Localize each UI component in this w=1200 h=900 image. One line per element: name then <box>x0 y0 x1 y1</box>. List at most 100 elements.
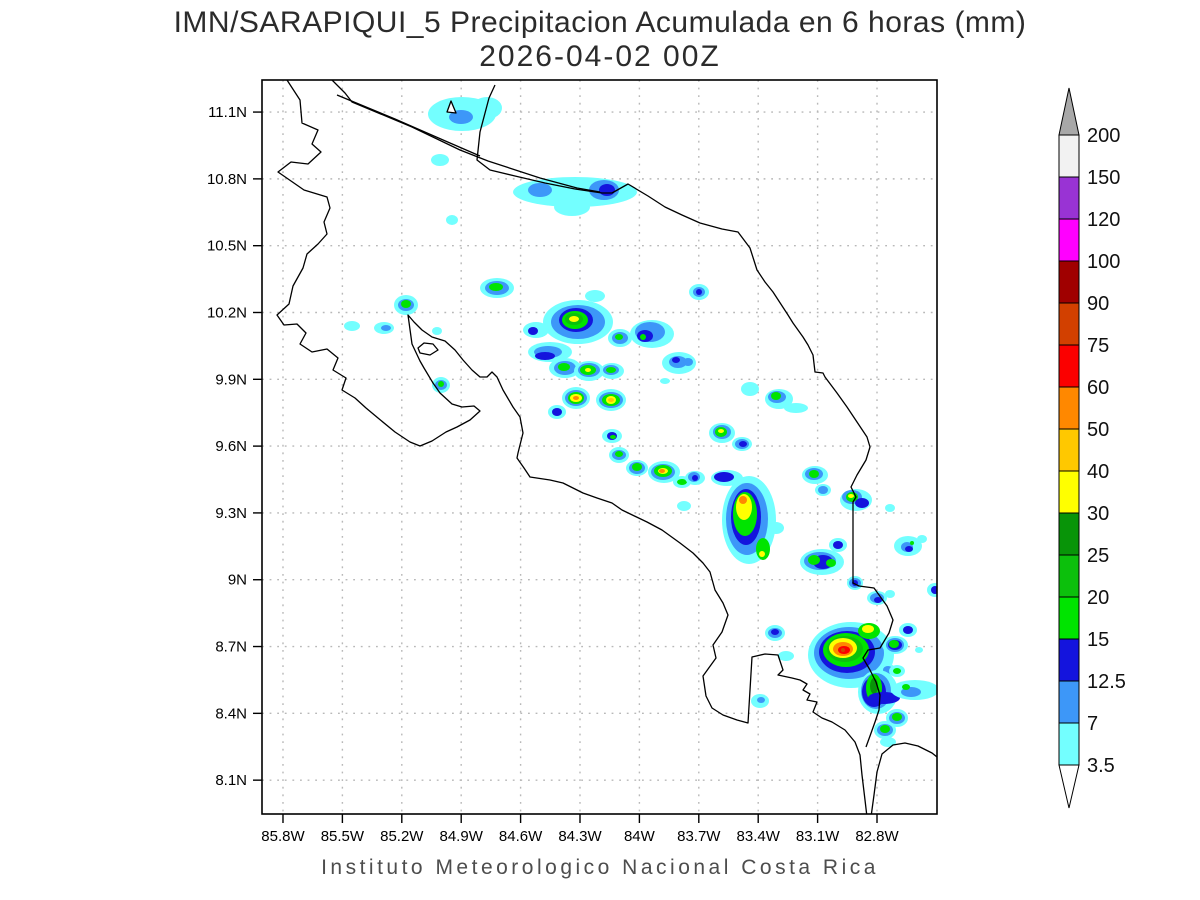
precip-contour-level-12.5 <box>855 498 869 508</box>
precip-contour-level-30 <box>585 368 591 372</box>
precip-contour-level-3.5 <box>431 154 449 166</box>
y-tick-label: 8.1N <box>215 772 247 789</box>
axes-labels: 85.8W 85.5W 85.2W 84.9W 84.6W 84.3W 84W 83.7W 83… <box>207 104 900 845</box>
precip-cell <box>685 471 705 485</box>
precip-contour-level-15 <box>826 559 836 567</box>
precip-cell <box>711 470 743 486</box>
precip-contour-level-15 <box>809 470 819 478</box>
precip-contour-level-3.5 <box>585 290 605 302</box>
precip-contour-level-15 <box>677 479 687 485</box>
precip-cell <box>899 623 917 637</box>
precip-contour-level-30 <box>848 494 854 498</box>
precip-cell <box>891 680 937 700</box>
colorbar-segment <box>1058 554 1080 598</box>
precip-contour-level-40 <box>608 398 614 402</box>
colorbar-level-label: 150 <box>1087 167 1120 189</box>
colorbar-segment <box>1058 386 1080 430</box>
precip-contour-level-12.5 <box>528 327 538 335</box>
precip-contour-level-12.5 <box>874 597 882 603</box>
precip-contour-level-3.5 <box>432 327 442 335</box>
y-tick-label: 10.8N <box>207 171 247 188</box>
precip-cell <box>709 423 735 443</box>
x-tick-label: 83.7W <box>677 828 721 845</box>
colorbar-segment <box>1058 344 1080 388</box>
precip-cell <box>585 290 605 302</box>
precip-cell <box>765 625 785 641</box>
precip-cell <box>840 489 872 511</box>
precip-contour-level-15 <box>640 334 646 340</box>
colorbar-segment <box>1058 512 1080 556</box>
footer-attribution: Instituto Meteorologico Nacional Costa R… <box>321 856 879 879</box>
precip-cell <box>660 378 670 384</box>
precip-contour-level-15 <box>893 668 901 674</box>
precip-cell <box>889 665 905 677</box>
precip-cell <box>778 651 794 661</box>
precip-cell <box>344 321 360 331</box>
precip-contour-level-15 <box>610 435 616 439</box>
precip-cell <box>765 389 808 413</box>
precip-contour-level-3.5 <box>446 215 458 225</box>
precip-cell <box>886 709 908 727</box>
colorbar-level-label: 12.5 <box>1087 671 1126 693</box>
precip-contour-level-3.5 <box>554 198 590 216</box>
precip-cell <box>894 536 922 556</box>
colorbar-segment <box>1058 722 1080 766</box>
precip-cell <box>662 352 696 374</box>
colorbar-level-label: 3.5 <box>1087 755 1115 777</box>
precip-contour-level-12.5 <box>903 626 913 634</box>
precip-contour-level-3.5 <box>741 382 759 396</box>
precip-cell <box>802 466 828 484</box>
precip-contour-level-3.5 <box>915 647 923 653</box>
precip-cell <box>885 590 895 598</box>
precip-contour-level-15 <box>910 541 914 545</box>
axes-ticks <box>253 111 878 823</box>
precip-cell <box>722 476 784 564</box>
colorbar-segment <box>1058 470 1080 514</box>
precip-contour-level-7 <box>683 358 693 366</box>
coastline-path <box>336 94 481 157</box>
y-tick-label: 9.9N <box>215 371 247 388</box>
colorbar-level-label: 7 <box>1087 713 1098 735</box>
precip-cell <box>874 721 896 739</box>
precip-contour-level-12.5 <box>931 586 937 594</box>
x-tick-label: 84.6W <box>499 828 543 845</box>
precip-contour-level-50 <box>659 469 665 473</box>
x-tick-label: 85.5W <box>321 828 365 845</box>
precip-cell <box>885 504 895 512</box>
y-tick-label: 8.4N <box>215 705 247 722</box>
coastline-path <box>331 80 601 193</box>
colorbar-level-label: 15 <box>1087 629 1109 651</box>
precip-contour-level-30 <box>759 551 765 557</box>
precip-contour-level-12.5 <box>714 472 734 482</box>
x-tick-label: 84.3W <box>558 828 602 845</box>
precip-contour-level-12.5 <box>905 546 913 552</box>
precip-contour-level-7 <box>381 325 391 331</box>
precip-cell <box>815 484 831 496</box>
colorbar-level-label: 120 <box>1087 209 1120 231</box>
y-tick-label: 9.3N <box>215 505 247 522</box>
colorbar-segment <box>1058 176 1080 220</box>
graticule-grid <box>262 80 937 814</box>
precip-cell <box>608 329 632 347</box>
precip-contour-level-7 <box>757 697 765 703</box>
precip-cell <box>689 284 709 300</box>
precip-cell <box>867 591 887 605</box>
precip-cell <box>548 405 566 419</box>
colorbar-segment <box>1058 260 1080 304</box>
colorbar-level-label: 90 <box>1087 293 1109 315</box>
precip-cell <box>528 342 572 362</box>
precip-cell <box>917 535 927 543</box>
chart-title: IMN/SARAPIQUI_5 Precipitacion Acumulada … <box>173 6 1027 39</box>
precip-contour-level-12.5 <box>535 352 555 360</box>
precip-cell <box>549 358 581 378</box>
precip-contour-level-15 <box>892 713 902 721</box>
precip-cell <box>741 382 759 396</box>
colorbar-under-arrow <box>1058 764 1080 809</box>
x-tick-label: 83.4W <box>737 828 781 845</box>
precip-contour-level-75 <box>841 648 845 652</box>
precip-cell <box>432 327 442 335</box>
colorbar-segment <box>1058 638 1080 682</box>
precip-contour-level-12.5 <box>771 629 779 635</box>
precip-cell <box>374 322 394 334</box>
precip-contour-level-50 <box>739 496 747 504</box>
